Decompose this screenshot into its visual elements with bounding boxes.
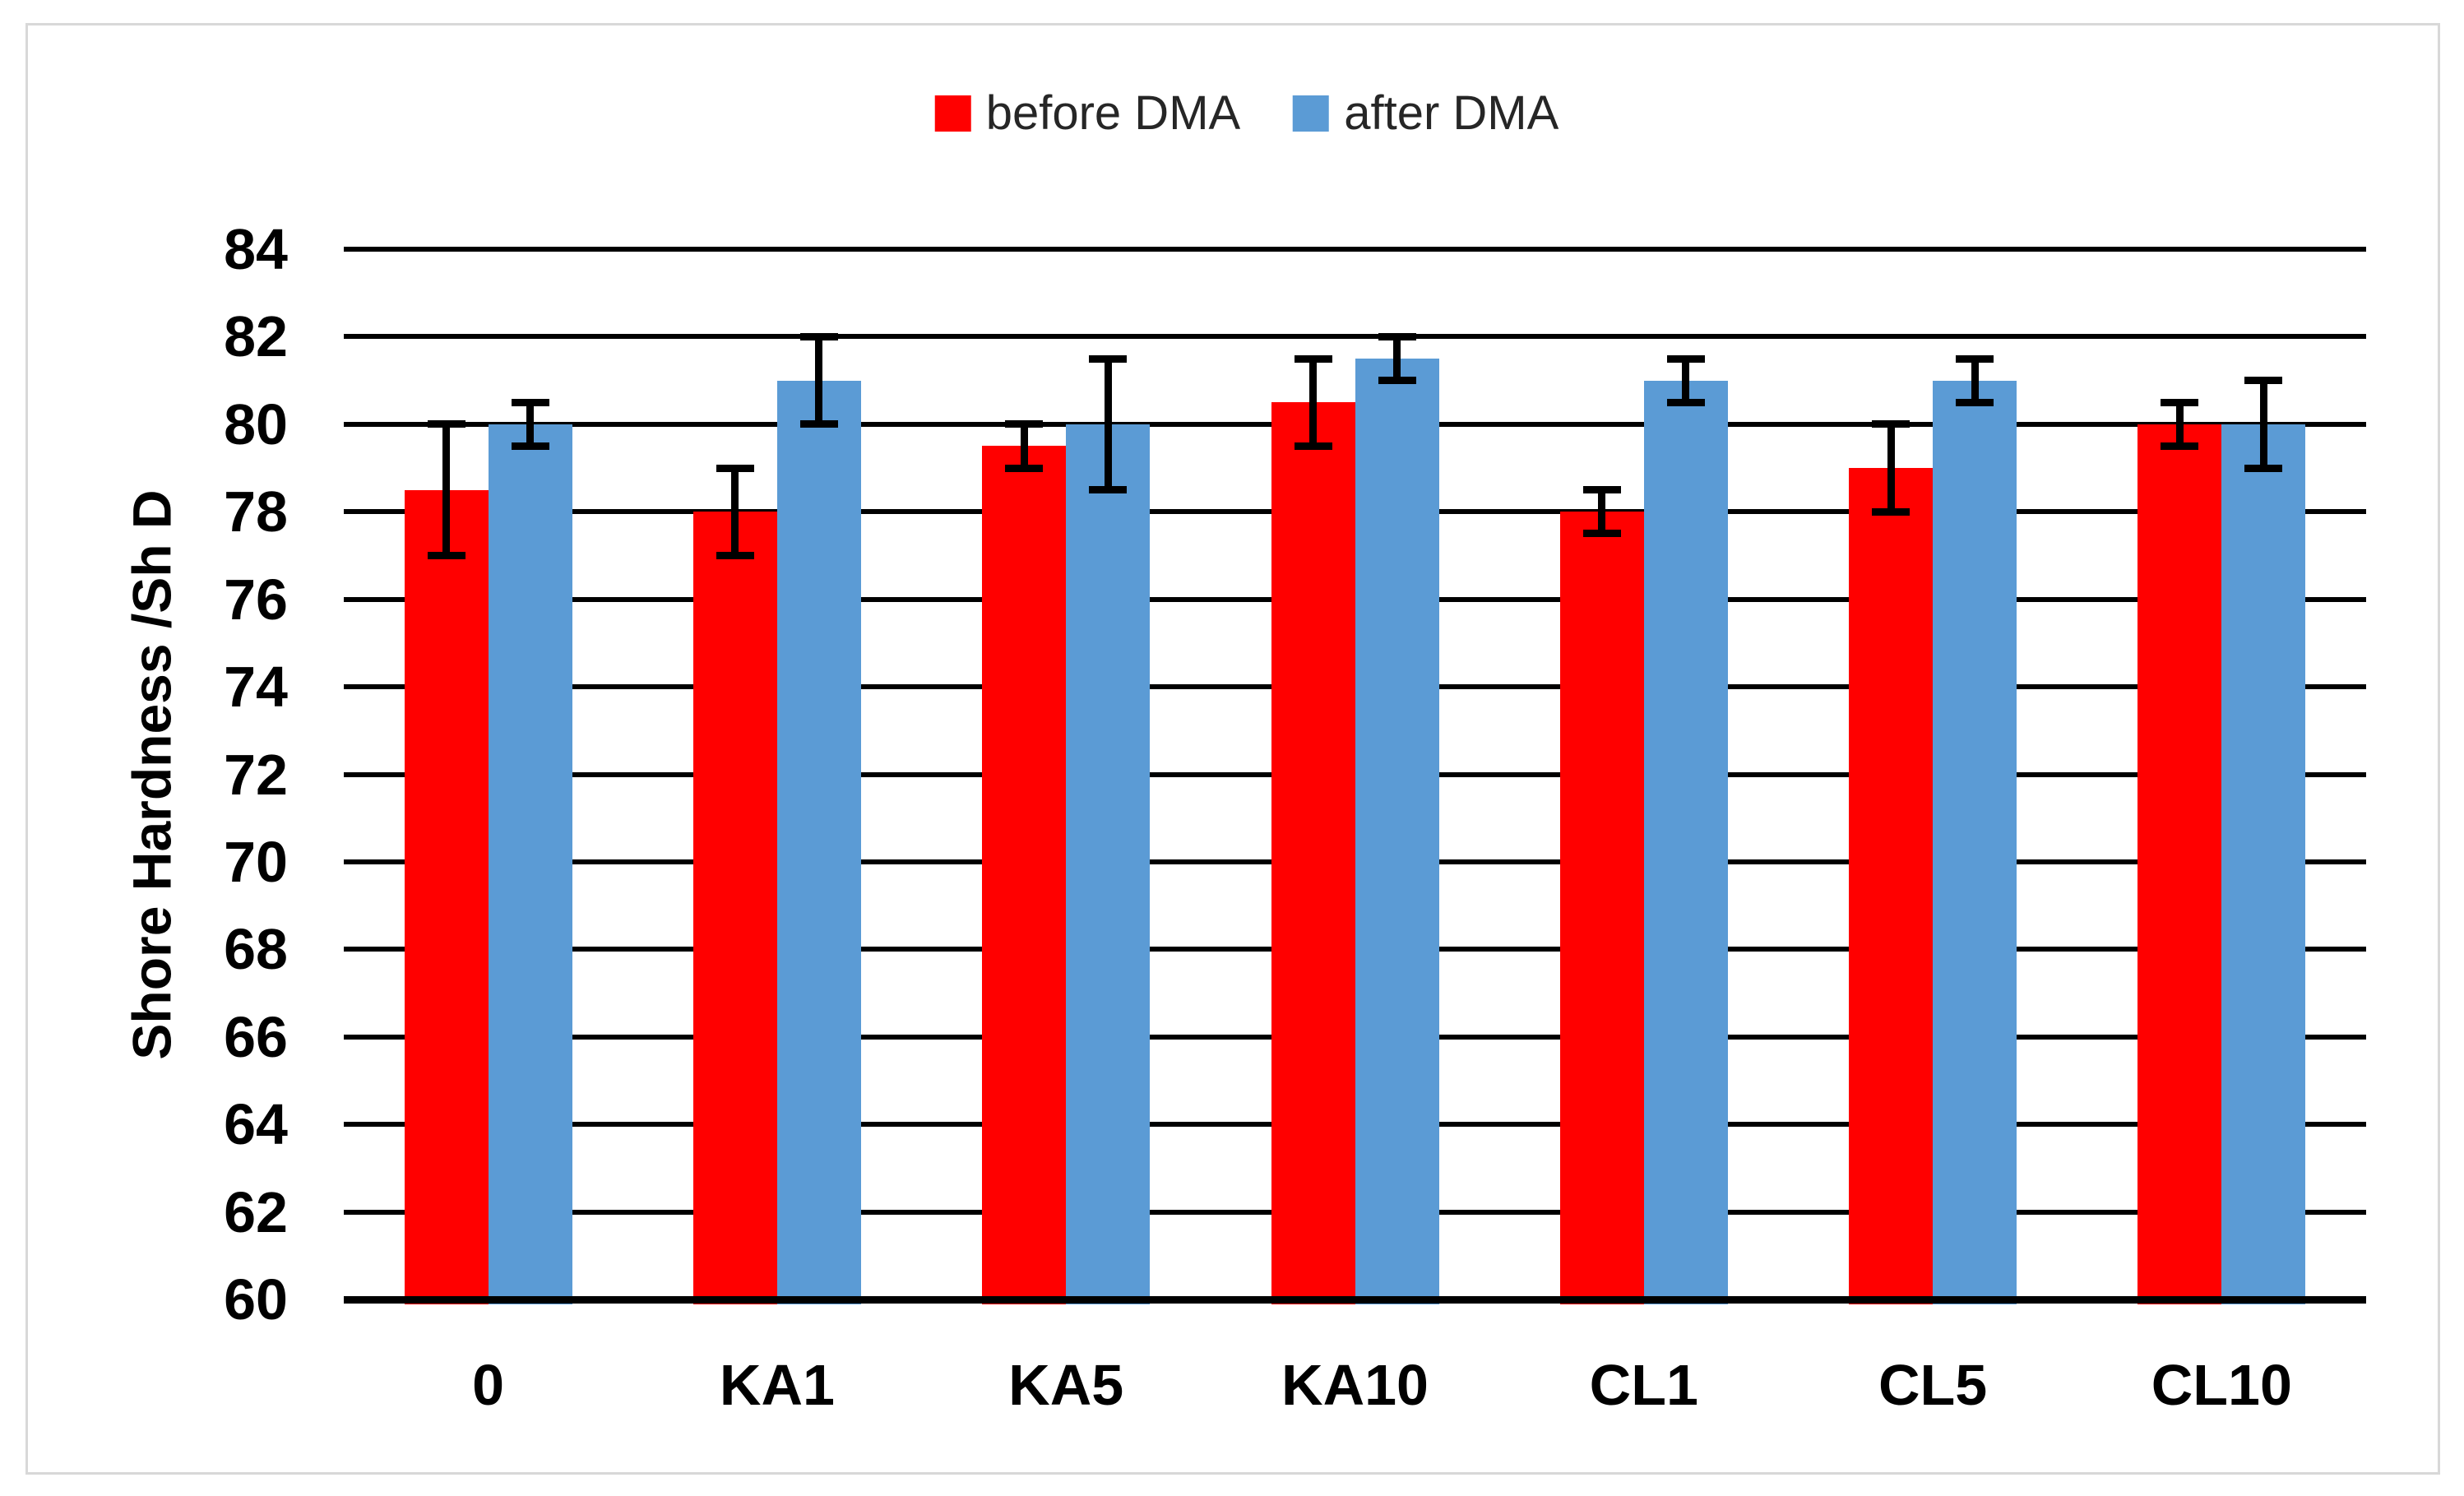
x-tick-label-ka5: KA5 xyxy=(1008,1353,1124,1417)
error-bar-after-dma-0 xyxy=(526,402,535,447)
error-cap-bottom-before-dma-cl10 xyxy=(2161,442,2199,450)
error-cap-bottom-before-dma-ka10 xyxy=(1294,442,1332,450)
x-tick-label-0: 0 xyxy=(472,1353,505,1417)
bar-before-dma-0 xyxy=(404,489,489,1304)
error-cap-bottom-after-dma-cl1 xyxy=(1666,398,1705,406)
error-bar-after-dma-ka5 xyxy=(1104,359,1112,490)
error-cap-bottom-before-dma-ka1 xyxy=(716,551,754,559)
x-tick-label-cl10: CL10 xyxy=(2151,1353,2292,1417)
bar-after-dma-ka5 xyxy=(1066,424,1151,1304)
y-tick-label-70: 70 xyxy=(224,829,288,894)
bar-before-dma-cl1 xyxy=(1559,512,1644,1304)
error-cap-top-after-dma-cl1 xyxy=(1666,354,1705,363)
error-bar-before-dma-cl5 xyxy=(1887,424,1895,512)
y-tick-label-72: 72 xyxy=(224,742,288,807)
error-cap-top-before-dma-cl10 xyxy=(2161,398,2199,406)
y-tick-label-82: 82 xyxy=(224,304,288,369)
error-cap-top-after-dma-cl5 xyxy=(1956,354,1994,363)
error-cap-top-before-dma-ka10 xyxy=(1294,354,1332,363)
bar-after-dma-0 xyxy=(488,424,572,1304)
bar-after-dma-ka1 xyxy=(776,380,861,1304)
bar-after-dma-cl1 xyxy=(1643,380,1728,1304)
y-tick-label-76: 76 xyxy=(224,567,288,632)
error-cap-bottom-before-dma-ka5 xyxy=(1005,464,1044,472)
bar-after-dma-cl5 xyxy=(1933,380,2017,1304)
y-tick-label-80: 80 xyxy=(224,391,288,456)
error-cap-top-after-dma-cl10 xyxy=(2244,377,2283,385)
error-bar-before-dma-cl10 xyxy=(2175,402,2184,447)
error-bar-after-dma-ka10 xyxy=(1393,336,1401,381)
bar-before-dma-cl10 xyxy=(2137,424,2222,1304)
x-axis-line xyxy=(344,1296,2366,1304)
error-cap-bottom-after-dma-ka5 xyxy=(1089,486,1128,494)
error-cap-bottom-before-dma-cl5 xyxy=(1872,507,1911,516)
y-tick-label-62: 62 xyxy=(224,1179,288,1244)
y-tick-label-74: 74 xyxy=(224,655,288,720)
legend-entry-after-dma: after DMA xyxy=(1293,87,1559,140)
legend-swatch-before-dma xyxy=(934,95,971,132)
legend-label-after-dma: after DMA xyxy=(1344,86,1559,140)
error-cap-bottom-before-dma-0 xyxy=(427,551,465,559)
gridline-84 xyxy=(344,247,2366,252)
bar-before-dma-ka1 xyxy=(692,512,777,1304)
y-tick-label-66: 66 xyxy=(224,1004,288,1069)
error-cap-bottom-after-dma-cl10 xyxy=(2244,464,2283,472)
error-cap-top-before-dma-ka1 xyxy=(716,464,754,472)
error-bar-before-dma-0 xyxy=(442,424,451,556)
error-bar-before-dma-cl1 xyxy=(1598,489,1606,534)
x-tick-label-cl1: CL1 xyxy=(1589,1353,1698,1417)
gridline-82 xyxy=(344,334,2366,340)
error-cap-bottom-after-dma-0 xyxy=(511,442,549,450)
error-bar-after-dma-ka1 xyxy=(815,336,823,424)
error-bar-after-dma-cl5 xyxy=(1971,359,1979,403)
error-cap-top-after-dma-ka5 xyxy=(1089,354,1128,363)
bar-after-dma-cl10 xyxy=(2221,424,2306,1304)
legend-entry-before-dma: before DMA xyxy=(934,86,1241,140)
y-tick-label-68: 68 xyxy=(224,917,288,982)
error-cap-bottom-after-dma-ka1 xyxy=(799,420,838,428)
bar-before-dma-ka10 xyxy=(1271,402,1355,1304)
legend-label-before-dma: before DMA xyxy=(985,86,1241,140)
x-tick-label-ka10: KA10 xyxy=(1281,1353,1429,1417)
x-tick-label-ka1: KA1 xyxy=(719,1353,835,1417)
x-tick-label-cl5: CL5 xyxy=(1878,1353,1988,1417)
error-cap-bottom-after-dma-cl5 xyxy=(1956,398,1994,406)
error-bar-before-dma-ka10 xyxy=(1309,359,1317,447)
y-tick-label-78: 78 xyxy=(224,479,288,544)
error-bar-after-dma-cl10 xyxy=(2259,380,2267,469)
error-cap-top-before-dma-cl1 xyxy=(1582,486,1621,494)
y-tick-label-64: 64 xyxy=(224,1092,288,1157)
error-bar-before-dma-ka5 xyxy=(1020,424,1028,469)
error-cap-top-before-dma-cl5 xyxy=(1872,420,1911,428)
y-tick-label-84: 84 xyxy=(224,217,288,281)
error-cap-top-after-dma-0 xyxy=(511,398,549,406)
error-cap-top-before-dma-ka5 xyxy=(1005,420,1044,428)
legend-swatch-after-dma xyxy=(1293,95,1330,132)
figure-border xyxy=(25,23,2440,1475)
error-cap-bottom-after-dma-ka10 xyxy=(1378,377,1416,385)
bar-before-dma-cl5 xyxy=(1849,468,1934,1304)
error-cap-top-after-dma-ka10 xyxy=(1378,332,1416,340)
bar-before-dma-ka5 xyxy=(982,446,1067,1304)
error-bar-after-dma-cl1 xyxy=(1682,359,1690,403)
legend: before DMA after DMA xyxy=(934,86,1559,140)
error-cap-top-after-dma-ka1 xyxy=(799,332,838,340)
bar-after-dma-ka10 xyxy=(1355,359,1439,1304)
error-bar-before-dma-ka1 xyxy=(731,468,739,556)
error-cap-top-before-dma-0 xyxy=(427,420,465,428)
error-cap-bottom-before-dma-cl1 xyxy=(1582,530,1621,538)
y-tick-label-60: 60 xyxy=(224,1267,288,1332)
